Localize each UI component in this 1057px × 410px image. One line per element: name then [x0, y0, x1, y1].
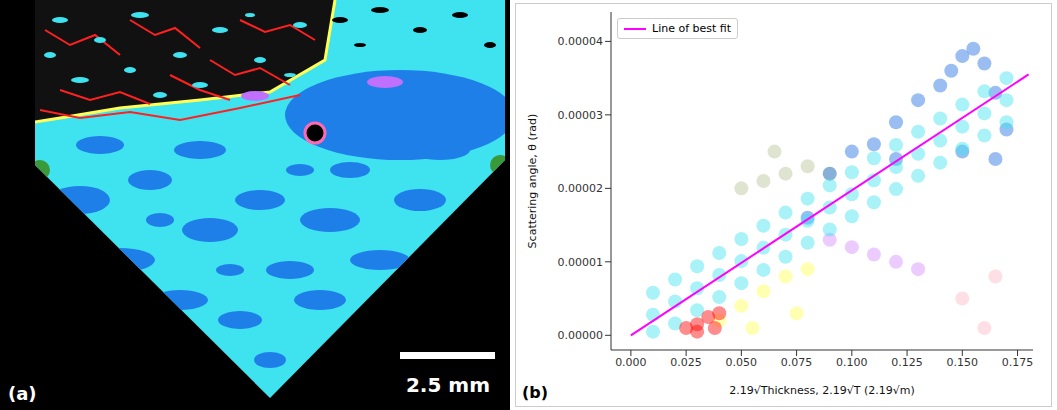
- svg-text:0.100: 0.100: [836, 356, 868, 369]
- svg-text:(a): (a): [8, 383, 37, 404]
- svg-text:0.00003: 0.00003: [558, 109, 604, 122]
- svg-text:0.00001: 0.00001: [558, 256, 604, 269]
- html-text:(b): (b): [522, 383, 549, 402]
- svg-text:0.00002: 0.00002: [558, 182, 604, 195]
- svg-text:0.125: 0.125: [891, 356, 923, 369]
- svg-text:0.00004: 0.00004: [558, 35, 604, 48]
- svg-text:0.050: 0.050: [726, 356, 758, 369]
- svg-text:0.00000: 0.00000: [558, 329, 604, 342]
- svg-text:2.5 mm: 2.5 mm: [406, 373, 490, 397]
- svg-text:2.19√Thickness, 2.19√T (2.19√m: 2.19√Thickness, 2.19√T (2.19√m): [729, 384, 914, 397]
- svg-text:0.175: 0.175: [1002, 356, 1033, 369]
- svg-text:0.150: 0.150: [947, 356, 979, 369]
- html-text:Line of best fit: Line of best fit: [652, 22, 732, 35]
- svg-text:0.075: 0.075: [781, 356, 813, 369]
- svg-text:0.025: 0.025: [670, 356, 702, 369]
- svg-text:Scattering angle, θ (rad): Scattering angle, θ (rad): [526, 114, 539, 249]
- svg-text:0.000: 0.000: [615, 356, 647, 369]
